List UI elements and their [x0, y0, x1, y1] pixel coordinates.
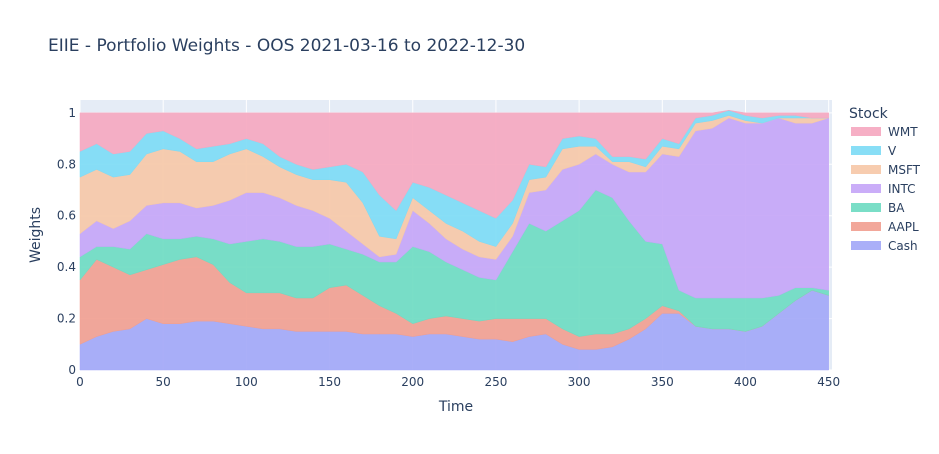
- x-tick-150: 150: [318, 375, 341, 389]
- y-tick-1: 0.2: [57, 312, 76, 326]
- legend-swatch-aapl[interactable]: [851, 222, 881, 231]
- y-axis-ticks: 0 0.2 0.4 0.6 0.8 1: [57, 106, 76, 377]
- chart-title: EIIE - Portfolio Weights - OOS 2021-03-1…: [48, 36, 525, 56]
- legend-label-intc[interactable]: INTC: [888, 182, 916, 196]
- area-layer: [79, 110, 829, 371]
- legend-swatch-cash[interactable]: [851, 241, 881, 250]
- x-tick-100: 100: [235, 375, 258, 389]
- x-tick-350: 350: [651, 375, 674, 389]
- legend: Stock WMT V MSFT INTC BA AAPL Cash: [849, 106, 921, 253]
- legend-label-aapl[interactable]: AAPL: [888, 220, 919, 234]
- y-tick-0: 0: [68, 363, 76, 377]
- x-tick-300: 300: [568, 375, 591, 389]
- legend-title: Stock: [849, 106, 889, 122]
- area-wmt: [79, 110, 829, 219]
- legend-label-ba[interactable]: BA: [888, 201, 905, 215]
- x-tick-200: 200: [401, 375, 424, 389]
- legend-swatch-msft[interactable]: [851, 165, 881, 174]
- x-tick-450: 450: [817, 375, 840, 389]
- x-tick-50: 50: [156, 375, 171, 389]
- y-tick-3: 0.6: [57, 209, 76, 223]
- legend-label-cash[interactable]: Cash: [888, 239, 918, 253]
- legend-swatch-ba[interactable]: [851, 203, 881, 212]
- legend-label-wmt[interactable]: WMT: [888, 125, 918, 139]
- legend-swatch-v[interactable]: [851, 146, 881, 155]
- x-tick-250: 250: [484, 375, 507, 389]
- legend-swatch-wmt[interactable]: [851, 127, 881, 136]
- x-axis-ticks: 0 50 100 150 200 250 300 350 400 450: [76, 375, 840, 389]
- legend-swatch-intc[interactable]: [851, 184, 881, 193]
- x-axis-label: Time: [438, 399, 473, 415]
- x-tick-0: 0: [76, 375, 84, 389]
- legend-label-msft[interactable]: MSFT: [888, 163, 921, 177]
- legend-label-v[interactable]: V: [888, 144, 897, 158]
- y-axis-label: Weights: [28, 207, 44, 263]
- x-tick-400: 400: [734, 375, 757, 389]
- y-tick-4: 0.8: [57, 157, 76, 171]
- y-tick-2: 0.4: [57, 260, 76, 274]
- y-tick-5: 1: [68, 106, 76, 120]
